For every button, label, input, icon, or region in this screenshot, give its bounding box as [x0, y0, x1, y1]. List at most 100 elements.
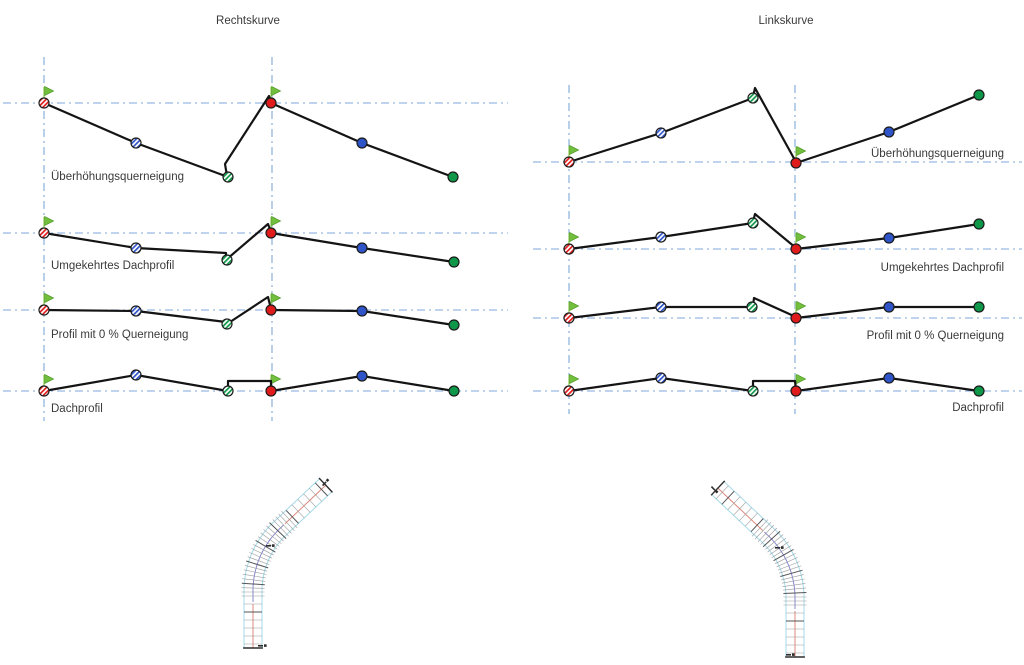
hatched-green-marker: [221, 254, 233, 266]
station-marker: [710, 485, 719, 494]
hatched-green-marker: [222, 171, 234, 183]
section-tick: [241, 587, 265, 589]
hatched-red-marker: [563, 312, 575, 324]
section-tick: [744, 512, 758, 527]
dot-red-marker: [790, 157, 802, 169]
hatched-blue-marker: [130, 305, 142, 317]
section-tick: [243, 569, 267, 575]
section-tick: [247, 556, 270, 565]
hatched-red-marker: [563, 385, 575, 397]
dot-green-marker: [973, 218, 985, 230]
rechtskurve-plan: [241, 477, 334, 649]
hatched-red-marker: [38, 97, 50, 109]
hatched-blue-marker: [655, 231, 667, 243]
dot-blue-marker: [356, 242, 368, 254]
section-tick: [773, 548, 794, 562]
section-tick: [242, 578, 266, 582]
section-tick: [776, 557, 798, 568]
section-tick: [715, 485, 729, 500]
section-tick: [774, 553, 796, 564]
hatched-blue-marker: [130, 137, 142, 149]
road-edge-right: [243, 478, 320, 648]
section-tick: [272, 519, 289, 537]
section-tick: [727, 496, 741, 511]
section-tick: [291, 504, 305, 519]
station-marker: [786, 653, 795, 656]
panel-title: Rechtskurve: [216, 15, 280, 27]
row-label: Überhöhungsquerneigung: [871, 148, 1004, 160]
dot-green-marker: [448, 319, 460, 331]
section-tick: [733, 501, 747, 516]
section-tick: [781, 578, 805, 584]
road-end-line: [318, 477, 334, 493]
section-tick: [314, 482, 328, 497]
road-edge-right: [711, 494, 787, 657]
station-marker: [775, 546, 784, 549]
row-label: Dachprofil: [952, 402, 1004, 414]
section-tick: [255, 539, 276, 553]
panel-rechtskurve: Überhöhungsquerneigung Umgekehrtes Dachpr…: [3, 15, 508, 421]
section-tick: [762, 530, 781, 548]
hatched-green-marker: [747, 217, 759, 229]
road-centerline: [284, 484, 327, 525]
dot-blue-marker: [883, 232, 895, 244]
section-tick: [760, 527, 778, 545]
profile-line: [751, 212, 798, 250]
dot-green-marker: [447, 171, 459, 183]
dot-blue-marker: [883, 301, 895, 313]
road-edge-left: [261, 491, 333, 648]
section-tick: [241, 582, 265, 586]
profile-line: [226, 379, 273, 393]
section-tick: [771, 545, 792, 558]
road-centerline: [717, 487, 764, 532]
profile-line: [225, 222, 273, 261]
section-tick: [777, 561, 800, 571]
section-tick: [242, 573, 266, 579]
row-label: Dachprofil: [51, 403, 103, 415]
section-tick: [275, 516, 292, 534]
hatched-green-marker: [222, 385, 234, 397]
station-marker: [321, 478, 330, 487]
hatched-green-marker: [221, 318, 233, 330]
dot-red-marker: [790, 385, 802, 397]
section-tick: [783, 587, 807, 591]
section-tick: [783, 592, 807, 594]
section-tick: [739, 507, 752, 521]
dot-green-marker: [973, 385, 985, 397]
dot-green-marker: [448, 256, 460, 268]
section-tick: [754, 522, 772, 540]
profile-line: [225, 295, 273, 326]
hatched-green-marker: [747, 385, 759, 397]
section-tick: [757, 524, 775, 543]
row-label: Umgekehrtes Dachprofil: [51, 260, 174, 272]
section-tick: [244, 565, 268, 572]
section-tick: [750, 518, 764, 533]
dot-red-marker: [265, 227, 277, 239]
panel-linkskurve: Überhöhungsquerneigung Umgekehrtes Dachpr…: [533, 15, 1022, 414]
hatched-green-marker: [746, 301, 758, 313]
row-label: Überhöhungsquerneigung: [51, 171, 184, 183]
dot-blue-marker: [356, 137, 368, 149]
hatched-red-marker: [38, 304, 50, 316]
dot-red-marker: [790, 312, 802, 324]
linkskurve-plan: [710, 480, 807, 658]
section-tick: [779, 565, 802, 574]
hatched-blue-marker: [655, 372, 667, 384]
road-centerline-curve: [764, 531, 796, 609]
hatched-blue-marker: [655, 301, 667, 313]
hatched-blue-marker: [130, 242, 142, 254]
dot-green-marker: [448, 385, 460, 397]
section-tick: [765, 534, 784, 550]
road-end-line: [710, 480, 726, 496]
section-tick: [266, 525, 284, 542]
section-tick: [263, 529, 282, 544]
section-tick: [781, 574, 804, 581]
section-tick: [281, 510, 298, 529]
section-tick: [782, 583, 806, 587]
section-tick: [297, 499, 311, 513]
station-marker: [258, 644, 267, 647]
dot-blue-marker: [883, 372, 895, 384]
hatched-red-marker: [38, 227, 50, 239]
section-tick: [251, 548, 273, 559]
